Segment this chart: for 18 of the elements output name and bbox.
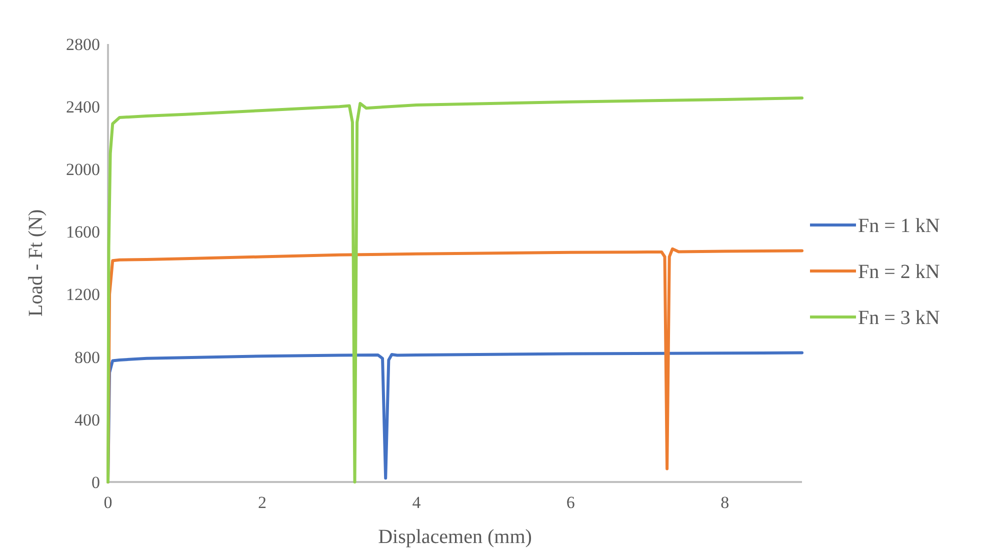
y-tick-label: 1600	[66, 222, 100, 242]
y-tick-label: 0	[92, 472, 100, 492]
x-tick-label: 0	[104, 493, 112, 512]
x-tick-label: 8	[720, 493, 730, 512]
y-tick-label: 400	[74, 410, 100, 430]
legend-label: Fn = 3 kN	[858, 307, 940, 329]
x-tick-label: 6	[566, 493, 575, 512]
legend-label: Fn = 1 kN	[858, 215, 940, 237]
x-tick-label: 4	[412, 493, 422, 512]
legend-label: Fn = 2 kN	[858, 261, 940, 283]
y-tick-label: 2800	[66, 34, 100, 54]
y-tick-label: 1200	[66, 285, 100, 304]
y-tick-label: 2000	[66, 160, 100, 180]
y-tick-label: 800	[74, 348, 100, 367]
x-axis-title: Displacemen (mm)	[378, 526, 532, 548]
y-axis-title: Load - Ft (N)	[25, 209, 47, 317]
y-tick-label: 2400	[66, 98, 100, 117]
x-tick-label: 2	[258, 493, 266, 512]
